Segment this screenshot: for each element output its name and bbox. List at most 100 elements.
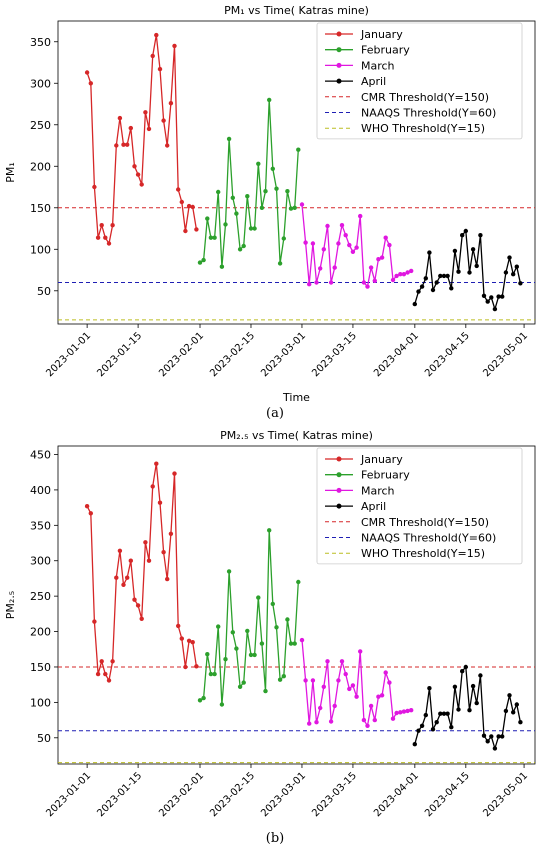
data-point xyxy=(350,683,356,688)
data-point xyxy=(186,203,192,209)
data-point xyxy=(434,720,439,725)
data-point xyxy=(99,223,104,228)
data-point xyxy=(172,43,177,49)
data-point xyxy=(336,241,341,246)
data-point xyxy=(339,223,345,228)
x-tick-label: 2023-02-01 xyxy=(157,770,206,819)
data-point xyxy=(110,223,115,228)
data-point xyxy=(208,671,214,677)
data-point xyxy=(379,693,385,698)
x-tick-label: 2023-01-15 xyxy=(95,330,144,379)
data-point xyxy=(114,575,119,580)
data-point xyxy=(307,721,312,726)
data-point xyxy=(237,247,243,252)
legend-label: April xyxy=(361,75,386,88)
x-tick-label: 2023-04-01 xyxy=(372,770,421,819)
data-point xyxy=(125,575,130,580)
pm25-line-chart: PM₂.₅ vs Time( Katras mine) 50 100 150 200 25… xyxy=(4,429,536,819)
data-point xyxy=(154,32,159,38)
legend-label: March xyxy=(361,59,395,72)
data-point xyxy=(456,269,461,274)
data-point xyxy=(518,720,523,725)
data-point xyxy=(449,725,454,730)
data-point xyxy=(263,688,268,694)
data-point xyxy=(478,673,483,678)
data-point xyxy=(128,125,133,131)
data-point xyxy=(157,66,163,72)
data-point xyxy=(460,669,465,674)
y-tick-label: 250 xyxy=(30,119,51,132)
legend-marker xyxy=(336,456,342,462)
figure-caption-a: (a) xyxy=(266,406,284,421)
data-point xyxy=(467,270,472,275)
data-point xyxy=(365,723,370,728)
data-point xyxy=(336,678,341,683)
data-point xyxy=(172,471,177,476)
data-point xyxy=(507,693,512,698)
data-point xyxy=(358,213,363,219)
data-point xyxy=(219,702,225,707)
data-point xyxy=(267,97,272,103)
data-point xyxy=(277,261,283,266)
y-tick-label: 250 xyxy=(30,590,51,603)
legend-marker xyxy=(336,487,342,493)
data-point xyxy=(92,184,97,190)
data-point xyxy=(423,276,428,281)
data-point xyxy=(470,247,476,252)
data-point xyxy=(110,659,115,664)
data-point xyxy=(299,202,305,207)
data-point xyxy=(441,711,447,716)
data-point xyxy=(496,734,501,739)
data-point xyxy=(379,255,385,260)
data-point xyxy=(88,81,94,86)
data-point xyxy=(194,227,199,232)
data-point xyxy=(212,671,217,677)
data-point xyxy=(481,293,487,298)
data-point xyxy=(390,277,396,283)
data-point xyxy=(383,235,388,240)
data-point xyxy=(274,625,279,630)
data-point xyxy=(117,115,123,121)
data-point xyxy=(503,708,509,714)
data-point xyxy=(143,540,148,545)
data-point xyxy=(168,531,174,536)
data-point xyxy=(405,708,410,714)
x-tick-label: 2023-05-01 xyxy=(481,330,530,379)
data-point xyxy=(248,652,254,658)
x-tick-label: 2023-04-01 xyxy=(372,330,421,379)
legend-box xyxy=(316,447,523,565)
data-point xyxy=(485,739,490,744)
data-point xyxy=(197,260,203,265)
data-point xyxy=(292,641,297,646)
data-point xyxy=(416,289,421,294)
data-point xyxy=(394,273,399,279)
data-point xyxy=(390,716,396,721)
data-point xyxy=(114,143,119,148)
data-point xyxy=(84,70,90,75)
data-point xyxy=(88,511,94,516)
data-point xyxy=(176,187,181,192)
legend-label: NAAQS Threshold(Y=60) xyxy=(361,532,496,545)
data-point xyxy=(226,136,232,142)
x-tick-label: 2023-03-01 xyxy=(259,330,308,379)
data-point xyxy=(474,700,479,706)
legend-label: February xyxy=(361,469,410,482)
data-point xyxy=(84,504,90,509)
legend-marker xyxy=(336,47,342,53)
data-point xyxy=(500,734,505,739)
legend-label: CMR Threshold(Y=150) xyxy=(361,516,489,529)
data-point xyxy=(241,680,246,685)
data-point xyxy=(259,205,265,210)
chart-title: PM₂.₅ vs Time( Katras mine) xyxy=(220,429,373,442)
data-point xyxy=(252,226,257,231)
plot-frame xyxy=(57,20,536,325)
data-point xyxy=(212,235,217,240)
y-tick-label: 150 xyxy=(30,202,51,215)
x-tick-label: 2023-01-15 xyxy=(95,770,144,819)
data-point xyxy=(241,243,246,249)
data-point xyxy=(132,164,137,169)
pm1-line-chart: PM₁ vs Time( Katras mine) 50 100 150 200 250 3… xyxy=(4,4,536,404)
x-tick-label: 2023-04-15 xyxy=(423,330,472,379)
data-point xyxy=(511,272,516,277)
legend-label: WHO Threshold(Y=15) xyxy=(361,122,485,135)
